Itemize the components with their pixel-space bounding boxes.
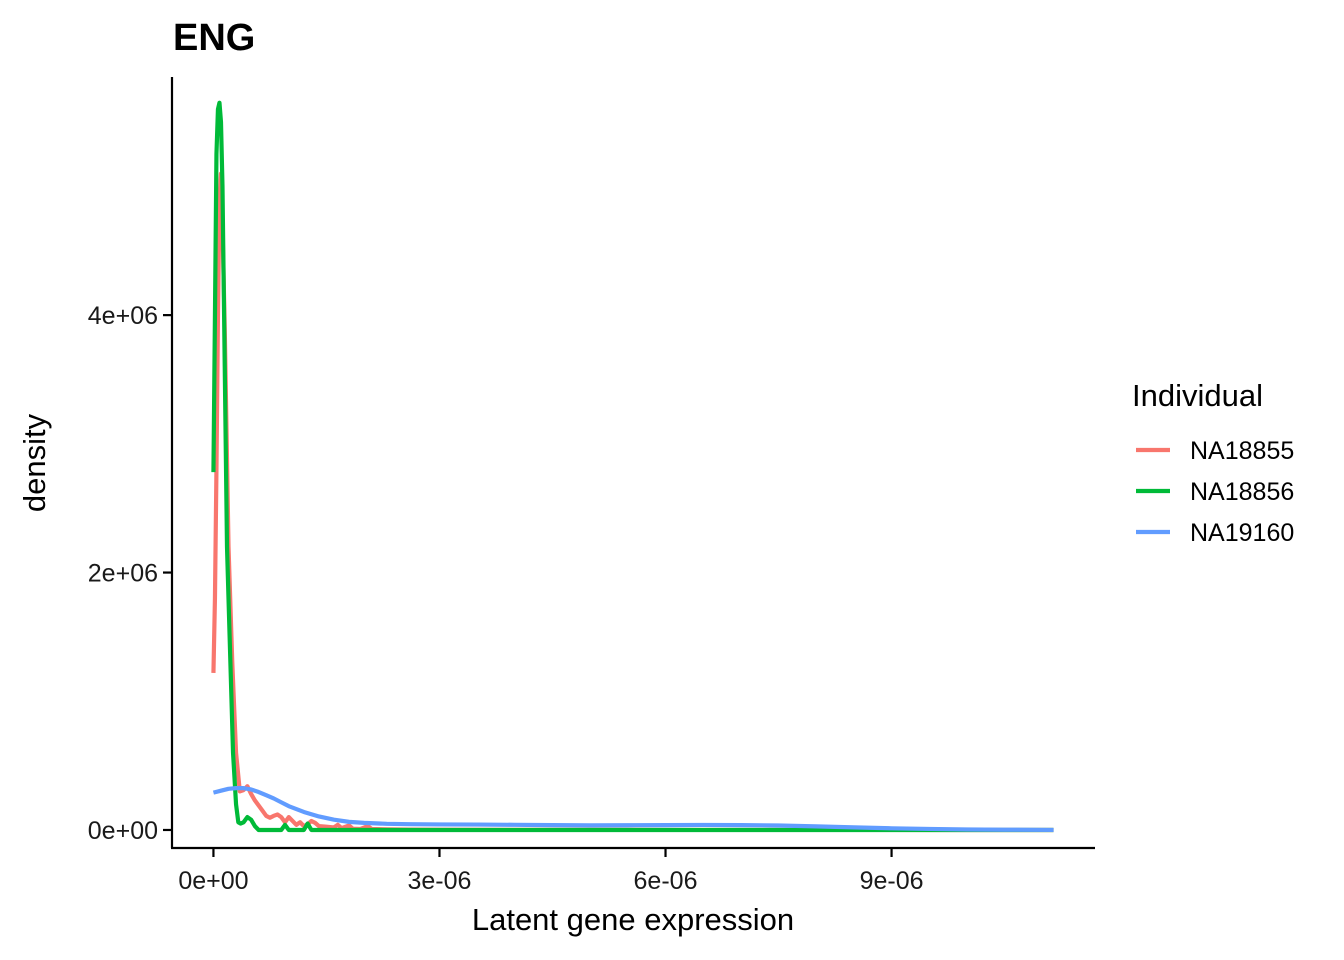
- x-tick-label-0: 0e+00: [178, 867, 248, 895]
- legend-title: Individual: [1132, 378, 1263, 413]
- y-tick-label-1: 2e+06: [88, 560, 158, 588]
- y-axis-title: density: [17, 413, 52, 512]
- legend: Individual NA18855 NA18856 NA19160: [1132, 378, 1294, 547]
- series-layer: [211, 100, 1054, 833]
- y-tick-label-0: 0e+00: [88, 817, 158, 845]
- y-axis-ticks: 0e+00 2e+06 4e+06: [88, 302, 172, 845]
- series-line-na18855: [211, 171, 1054, 833]
- x-tick-label-1: 3e-06: [408, 867, 472, 895]
- legend-label-na18856: NA18856: [1190, 478, 1294, 506]
- legend-label-na19160: NA19160: [1190, 519, 1294, 547]
- y-tick-label-2: 4e+06: [88, 302, 158, 330]
- legend-label-na18855: NA18855: [1190, 437, 1294, 465]
- chart-title: ENG: [173, 17, 255, 59]
- x-tick-label-2: 6e-06: [634, 867, 698, 895]
- x-axis-ticks: 0e+00 3e-06 6e-06 9e-06: [178, 848, 924, 895]
- series-line-na18856: [211, 100, 1054, 833]
- x-axis-title: Latent gene expression: [472, 902, 794, 937]
- legend-items: NA18855 NA18856 NA19160: [1136, 437, 1294, 547]
- x-tick-label-3: 9e-06: [860, 867, 924, 895]
- series-line-na19160: [212, 786, 1054, 833]
